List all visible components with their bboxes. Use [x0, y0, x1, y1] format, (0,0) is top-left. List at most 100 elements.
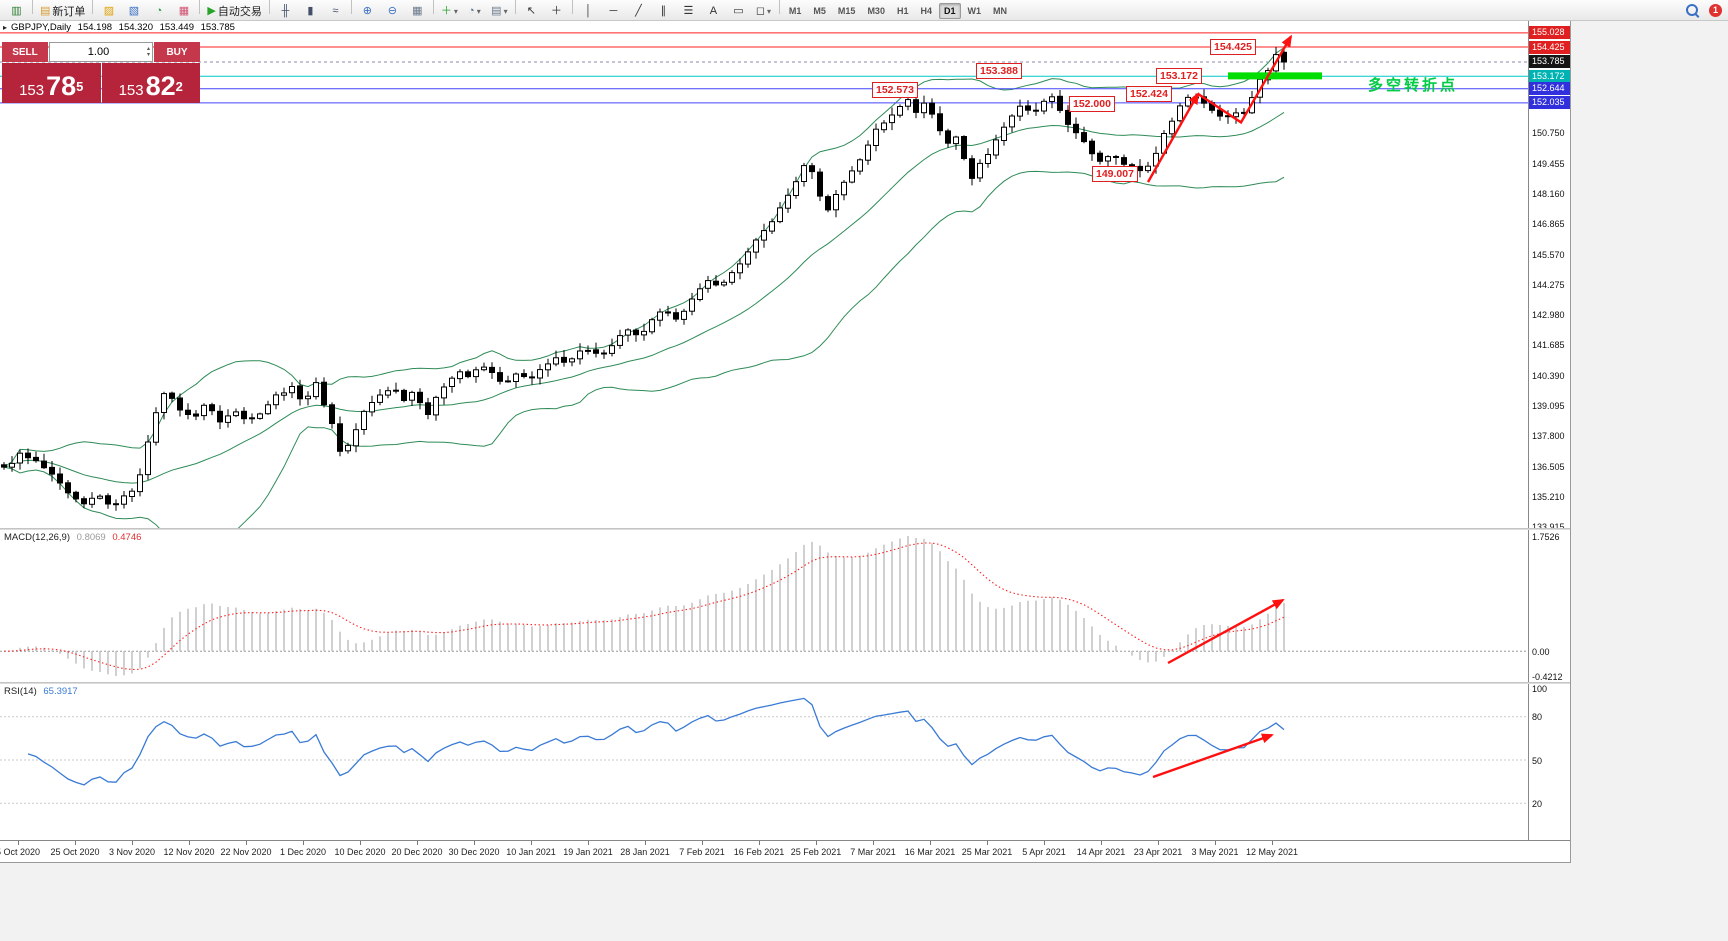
zoom-in-icon[interactable]: ⊕: [356, 2, 379, 21]
timeframe-h4-button[interactable]: H4: [920, 6, 932, 16]
rsi-indicator-label: RSI(14) 65.3917: [4, 686, 82, 697]
price-tag: 153.172: [1529, 70, 1570, 83]
text-icon[interactable]: A: [702, 2, 725, 21]
macd-name: MACD(12,26,9): [4, 532, 70, 543]
trend-arrow[interactable]: [1197, 34, 1293, 125]
buy-button[interactable]: BUY: [154, 42, 200, 62]
timeframe-d1-button[interactable]: D1: [938, 3, 961, 19]
date-tick-label: 28 Jan 2021: [620, 847, 670, 857]
price-tick-label: 142.980: [1532, 310, 1565, 320]
price-tag: 153.785: [1529, 55, 1570, 68]
macd-histogram-layer: [11, 536, 1285, 676]
sell-button[interactable]: SELL: [2, 42, 48, 62]
period-icon[interactable]: ◔ ▾: [463, 2, 486, 21]
indicators-icon[interactable]: ＋ ▾: [438, 2, 461, 21]
text-icon: A: [709, 4, 718, 17]
price-tag: 154.425: [1529, 41, 1570, 54]
date-tick-label: 12 May 2021: [1245, 847, 1299, 857]
data-window-icon[interactable]: ▧: [122, 2, 145, 21]
buy-price-button[interactable]: 153 82 2: [101, 63, 200, 103]
indicators-icon: ＋: [440, 4, 452, 17]
metaeditor-icon[interactable]: ▨: [97, 2, 120, 21]
buy-price-dec: 82: [145, 71, 176, 102]
date-tick: [1101, 841, 1102, 845]
horizontal-line-icon[interactable]: ─: [602, 2, 625, 21]
date-axis[interactable]: 5 Oct 2020 25 Oct 2020 3 Nov 2020 12 Nov 20…: [0, 840, 1570, 862]
crosshair-icon: ＋: [550, 4, 562, 17]
buy-price-int: 153: [118, 82, 144, 99]
price-tick-label: 148.160: [1532, 189, 1565, 199]
buy-price-sup: 2: [175, 79, 183, 95]
trendline-icon[interactable]: ╱: [627, 2, 650, 21]
toolbar-separator: [32, 0, 33, 14]
price-annotation: 154.425: [1210, 39, 1256, 55]
date-tick: [1272, 841, 1273, 845]
macd-pane-separator[interactable]: [0, 528, 1570, 530]
crosshair-icon[interactable]: ＋: [545, 2, 568, 21]
history-center-icon[interactable]: ◔: [147, 2, 170, 21]
candlestick-chart-icon: ▮: [307, 4, 314, 17]
search-icon: [1685, 4, 1698, 16]
line-chart-icon[interactable]: ≈: [324, 2, 347, 21]
channel-icon[interactable]: ∥: [652, 2, 675, 21]
rsi-trend-arrow[interactable]: [1152, 733, 1274, 779]
trend-arrow[interactable]: [1146, 92, 1200, 183]
bar-chart-icon[interactable]: ╫: [274, 2, 297, 21]
lot-size-value[interactable]: 1.00: [87, 46, 110, 58]
lot-stepper[interactable]: ▴ ▾: [147, 46, 152, 58]
timeframe-m5-button[interactable]: M5: [813, 6, 826, 16]
label-icon[interactable]: ▭: [727, 2, 750, 21]
timeframe-mn-button[interactable]: MN: [993, 6, 1007, 16]
date-tick-label: 7 Mar 2021: [850, 847, 896, 857]
low-value: 153.449: [159, 22, 194, 33]
date-tick-label: 7 Feb 2021: [679, 847, 725, 857]
price-tick-label: 140.390: [1532, 371, 1565, 381]
rsi-axis-label: 20: [1532, 799, 1543, 809]
timeframe-group: M1 M5 M15 M30 H1 H4 D1 W1 MN: [783, 1, 1013, 19]
notification-badge[interactable]: 1: [1709, 3, 1722, 17]
candlestick-chart-icon[interactable]: ▮: [299, 2, 322, 21]
lot-decrease-icon[interactable]: ▾: [146, 52, 150, 58]
timeframe-h1-button[interactable]: H1: [896, 6, 909, 16]
timeframe-m1-button[interactable]: M1: [788, 6, 802, 16]
rsi-pane-separator[interactable]: [0, 682, 1570, 684]
new-order-icon: ▤: [40, 4, 51, 17]
price-tick-label: 146.865: [1532, 219, 1565, 229]
date-tick-label: 3 May 2021: [1191, 847, 1239, 857]
price-annotation: 149.007: [1092, 166, 1138, 182]
macd-axis-label: 1.7526: [1532, 532, 1560, 542]
date-tick: [132, 841, 133, 845]
zoom-out-icon[interactable]: ⊖: [381, 2, 404, 21]
tile-windows-icon[interactable]: ▦: [406, 2, 429, 21]
date-tick: [1158, 841, 1159, 845]
chart-window-icon[interactable]: ▥: [5, 2, 28, 21]
toolbar-separator: [778, 0, 780, 14]
autotrading-button[interactable]: ▶ 自动交易: [204, 2, 264, 21]
price-axis[interactable]: 150.750 149.455 148.160 146.865 145.570 144.2…: [1528, 20, 1570, 862]
zoom-in-icon: ⊕: [362, 4, 372, 17]
fibonacci-icon[interactable]: ☰: [677, 2, 700, 21]
fibonacci-icon: ☰: [683, 4, 694, 17]
new-order-button[interactable]: ▤ 新订单: [37, 2, 88, 21]
price-tag: 152.644: [1529, 82, 1570, 95]
lot-increase-icon[interactable]: ▴: [146, 46, 150, 52]
high-value: 154.320: [118, 22, 153, 33]
cursor-icon[interactable]: ↖: [520, 2, 543, 21]
autotrading-button-label: 自动交易: [217, 6, 262, 18]
toolbar-separator: [199, 0, 201, 14]
lot-size-field[interactable]: 1.00 ▴ ▾: [49, 42, 153, 62]
date-tick: [360, 841, 361, 845]
shapes-icon[interactable]: ◻ ▾: [752, 2, 775, 21]
market-watch-icon[interactable]: ▦: [172, 2, 195, 21]
timeframe-m30-button[interactable]: M30: [867, 6, 885, 16]
date-tick: [645, 841, 646, 845]
template-icon[interactable]: ▤ ▾: [488, 2, 511, 21]
timeframe-m15-button[interactable]: M15: [837, 6, 856, 16]
price-tick-label: 135.210: [1532, 492, 1565, 502]
sell-price-button[interactable]: 153 78 5: [2, 63, 101, 103]
macd-trend-arrow[interactable]: [1167, 598, 1285, 665]
timeframe-w1-button[interactable]: W1: [967, 6, 982, 16]
search-button[interactable]: [1680, 1, 1703, 20]
vertical-line-icon[interactable]: │: [577, 2, 600, 21]
